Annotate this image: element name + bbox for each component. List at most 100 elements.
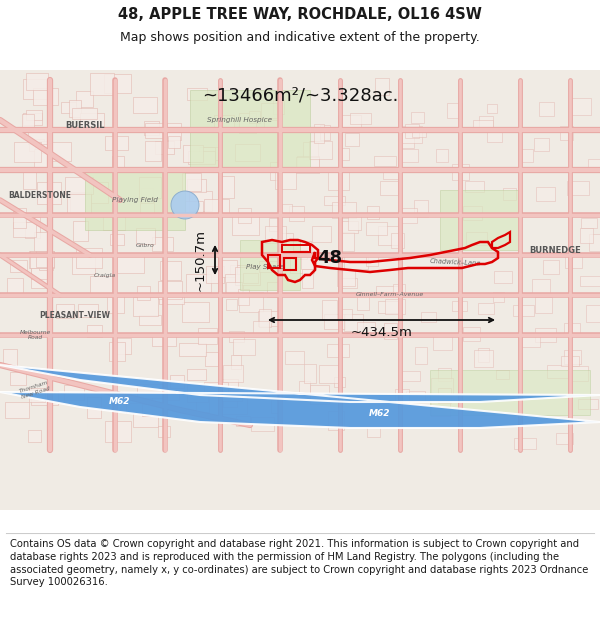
Bar [117, 256, 144, 273]
Bar [340, 309, 352, 319]
Text: Contains OS data © Crown copyright and database right 2021. This information is : Contains OS data © Crown copyright and d… [10, 539, 588, 588]
Bar [220, 392, 242, 401]
Bar [493, 292, 504, 302]
Bar [375, 78, 389, 96]
Bar [332, 202, 356, 218]
Bar [23, 112, 43, 125]
Bar [34, 232, 47, 251]
Bar [586, 305, 600, 322]
Text: Ginnell–Farm–Avenue: Ginnell–Farm–Avenue [356, 292, 424, 297]
Bar [56, 304, 74, 318]
Bar [513, 304, 534, 316]
Bar [439, 368, 451, 381]
Text: 48: 48 [317, 249, 343, 267]
Bar [475, 350, 493, 367]
Bar [452, 301, 467, 311]
Bar [463, 206, 482, 219]
Bar [29, 139, 44, 151]
Bar [300, 241, 311, 254]
Bar [322, 300, 337, 320]
Bar [76, 91, 93, 107]
Bar [249, 111, 260, 123]
Bar [133, 297, 158, 316]
Bar [5, 402, 29, 418]
Circle shape [171, 191, 199, 219]
Bar [282, 204, 292, 216]
Bar [377, 301, 399, 314]
Bar [344, 254, 368, 269]
Bar [73, 108, 97, 119]
Bar [304, 364, 316, 382]
Polygon shape [85, 170, 185, 230]
Text: Map shows position and indicative extent of the property.: Map shows position and indicative extent… [120, 31, 480, 44]
Bar [400, 149, 418, 162]
Bar [273, 100, 284, 114]
Bar [303, 142, 317, 160]
Text: BURNEDGE: BURNEDGE [529, 246, 581, 254]
Bar [561, 356, 579, 366]
Text: BUERSIL: BUERSIL [65, 121, 105, 129]
Bar [39, 251, 53, 269]
Bar [235, 268, 260, 285]
Bar [479, 116, 493, 127]
Bar [182, 302, 209, 322]
Bar [30, 251, 54, 268]
Bar [198, 328, 217, 344]
Bar [401, 371, 420, 381]
Bar [87, 397, 101, 419]
Text: M62: M62 [109, 398, 131, 406]
Bar [187, 179, 206, 192]
Bar [571, 366, 587, 381]
Bar [31, 261, 47, 279]
Bar [164, 389, 179, 400]
Bar [88, 325, 102, 337]
Bar [224, 274, 243, 292]
Bar [494, 271, 512, 284]
Bar [145, 122, 167, 138]
Bar [112, 156, 124, 168]
Bar [222, 394, 247, 414]
Bar [275, 169, 296, 189]
Bar [239, 114, 256, 134]
Bar [139, 315, 161, 325]
Bar [296, 157, 319, 174]
Bar [13, 222, 36, 238]
Bar [26, 110, 41, 120]
Bar [189, 191, 212, 211]
Bar [438, 388, 451, 403]
Bar [230, 266, 254, 276]
Bar [314, 124, 325, 142]
Bar [289, 206, 304, 221]
Bar [338, 148, 349, 160]
Bar [238, 208, 251, 223]
Bar [144, 121, 159, 135]
Bar [236, 416, 250, 426]
Bar [556, 432, 573, 444]
Text: ~434.5m: ~434.5m [351, 326, 413, 339]
Bar [226, 299, 236, 309]
Bar [152, 334, 176, 346]
Bar [33, 88, 58, 105]
Bar [299, 381, 310, 399]
Bar [400, 132, 415, 148]
Bar [196, 395, 209, 412]
Bar [376, 286, 398, 296]
Bar [155, 141, 173, 154]
Bar [76, 248, 103, 268]
Bar [126, 402, 151, 413]
Bar [26, 72, 48, 91]
Bar [339, 221, 358, 233]
Bar [206, 266, 224, 283]
Bar [133, 409, 158, 427]
Bar [182, 174, 201, 191]
Bar [338, 115, 361, 130]
Bar [104, 74, 131, 92]
Text: BALDERSTONE: BALDERSTONE [8, 191, 71, 199]
Bar [543, 260, 559, 274]
Bar [465, 181, 484, 192]
Bar [23, 168, 36, 189]
Bar [589, 234, 600, 251]
Bar [64, 384, 83, 399]
Bar [320, 125, 329, 139]
Bar [569, 98, 591, 115]
